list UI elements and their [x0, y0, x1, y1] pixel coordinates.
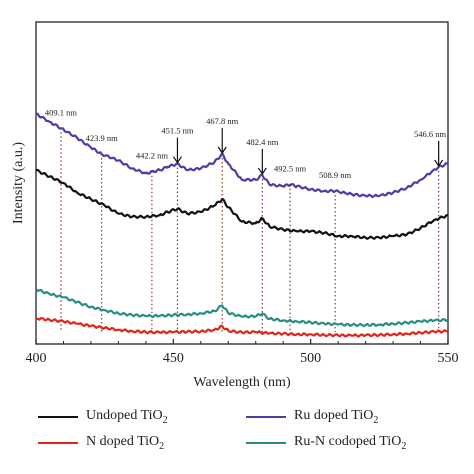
peak-label-467-8-nm: 467.8 nm	[206, 116, 239, 126]
peak-label-508-9-nm: 508.9 nm	[319, 170, 352, 180]
series-line-undoped-tio2	[35, 168, 449, 240]
peak-arrow-head-467-8-nm	[217, 146, 227, 155]
legend-label-n-doped: N doped TiO2	[86, 434, 165, 452]
x-tick-label-400: 400	[26, 351, 47, 366]
peak-label-442-2-nm: 442.2 nm	[136, 151, 169, 161]
plot-frame	[35, 21, 449, 345]
x-tick-label-550: 550	[438, 351, 459, 366]
legend-label-undoped: Undoped TiO2	[86, 408, 168, 426]
legend-item-n-doped: N doped TiO2	[38, 434, 164, 452]
legend-swatch-ru-n-codoped	[246, 441, 286, 444]
series-line-ru-n-codoped-tio2	[35, 288, 449, 328]
plot-area	[35, 21, 449, 345]
peak-label-451-5-nm: 451.5 nm	[161, 126, 194, 136]
legend-item-ru-n-codoped: Ru-N codoped TiO2	[246, 434, 406, 452]
peak-label-546-6-nm: 546.6 nm	[414, 129, 447, 139]
legend-swatch-n-doped	[38, 441, 78, 444]
legend-item-ru-doped: Ru doped TiO2	[246, 408, 378, 426]
series-line-ru-doped-tio2	[35, 112, 449, 199]
peak-label-409-1-nm: 409.1 nm	[45, 107, 78, 117]
peak-label-482-4-nm: 482.4 nm	[246, 137, 279, 147]
peak-arrow-head-451-5-nm	[172, 156, 182, 164]
legend: Undoped TiO2 Ru doped TiO2 N doped TiO2 …	[0, 400, 474, 474]
peak-label-423-9-nm: 423.9 nm	[86, 133, 119, 143]
x-axis-label: Wavelength (nm)	[193, 375, 291, 390]
legend-label-ru-n-codoped: Ru-N codoped TiO2	[294, 434, 407, 452]
peak-label-492-5-nm: 492.5 nm	[274, 164, 307, 174]
legend-swatch-ru-doped	[246, 415, 286, 418]
series-line-n-doped-tio2	[35, 317, 448, 338]
x-tick-label-500: 500	[300, 351, 321, 366]
legend-item-undoped: Undoped TiO2	[38, 408, 168, 426]
y-axis-label: Intensity (a.u.)	[11, 142, 26, 224]
legend-swatch-undoped	[38, 415, 78, 418]
peak-arrow-head-546-6-nm	[434, 159, 444, 167]
peak-arrow-head-482-4-nm	[257, 167, 267, 176]
series-lines	[35, 112, 449, 338]
axes: 400 450 500 550 Wavelength (nm) Intensity (a.…	[11, 142, 459, 390]
x-tick-label-450: 450	[163, 351, 184, 366]
peak-labels: 409.1 nm 423.9 nm 442.2 nm 451.5 nm 467.8 nm…	[45, 107, 447, 180]
spectrum-chart: 409.1 nm 423.9 nm 442.2 nm 451.5 nm 467.8 nm…	[11, 21, 459, 390]
legend-label-ru-doped: Ru doped TiO2	[294, 408, 379, 426]
peak-markers	[60, 132, 440, 332]
